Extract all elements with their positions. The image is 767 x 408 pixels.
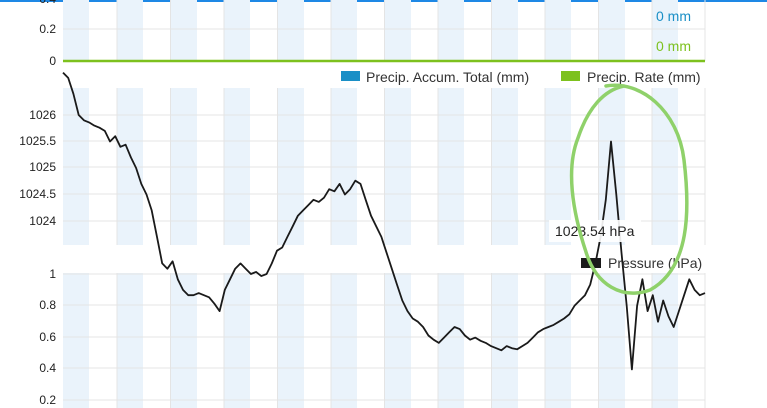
time-band xyxy=(545,0,571,61)
time-band xyxy=(385,273,411,408)
legend-accum-swatch xyxy=(341,71,360,81)
y-tick-label: 0.4 xyxy=(39,0,56,6)
time-band xyxy=(171,0,197,61)
y-tick-label: 1024.5 xyxy=(19,187,56,201)
y-tick-label: 0.4 xyxy=(39,361,56,375)
time-band xyxy=(492,0,518,61)
time-band xyxy=(278,273,304,408)
legend-rate-label[interactable]: Precip. Rate (mm) xyxy=(587,69,701,85)
precip-rate-value: 0 mm xyxy=(656,38,691,54)
y-tick-label: 1025 xyxy=(29,160,56,174)
top-accent-bar xyxy=(0,0,767,2)
y-tick-label: 1 xyxy=(49,267,56,281)
legend-pressure-label[interactable]: Pressure (hPa) xyxy=(608,255,702,271)
time-band xyxy=(171,273,197,408)
y-tick-label: 0.8 xyxy=(39,298,56,312)
time-band xyxy=(599,0,625,61)
legend-accum-label[interactable]: Precip. Accum. Total (mm) xyxy=(366,69,529,85)
pressure-series xyxy=(62,71,706,371)
y-axis-ticks: 0.4 0.2 0 1026 1025.5 1025 1024.5 1024 1 0.8 0.6 0.… xyxy=(19,0,56,407)
time-band xyxy=(438,0,464,61)
pressure-tooltip: 1023.54 hPa xyxy=(555,223,635,239)
time-band xyxy=(278,0,304,61)
y-tick-label: 0.6 xyxy=(39,330,56,344)
y-tick-label: 1025.5 xyxy=(19,134,56,148)
hand-drawn-circle-annotation xyxy=(569,83,689,295)
time-band xyxy=(652,273,678,408)
gridlines xyxy=(63,0,706,408)
precip-accum-value: 0 mm xyxy=(656,8,691,24)
time-band xyxy=(63,273,89,408)
time-band xyxy=(385,0,411,61)
y-tick-label: 0.2 xyxy=(39,22,56,36)
time-band xyxy=(117,0,143,61)
time-band xyxy=(331,273,357,408)
y-tick-label: 1026 xyxy=(29,108,56,122)
pressure-line xyxy=(62,71,706,371)
tooltip-bg xyxy=(549,220,641,242)
time-band xyxy=(492,273,518,408)
time-band xyxy=(117,273,143,408)
time-band xyxy=(331,0,357,61)
time-band xyxy=(63,0,89,61)
y-tick-label: 0 xyxy=(49,54,56,68)
legend-rate-swatch xyxy=(561,71,580,81)
time-band xyxy=(224,0,250,61)
time-band xyxy=(652,0,678,61)
time-band xyxy=(545,273,571,408)
time-band xyxy=(224,273,250,408)
y-tick-label: 1024 xyxy=(29,214,56,228)
time-band xyxy=(599,273,625,408)
y-tick-label: 0.2 xyxy=(39,393,56,407)
